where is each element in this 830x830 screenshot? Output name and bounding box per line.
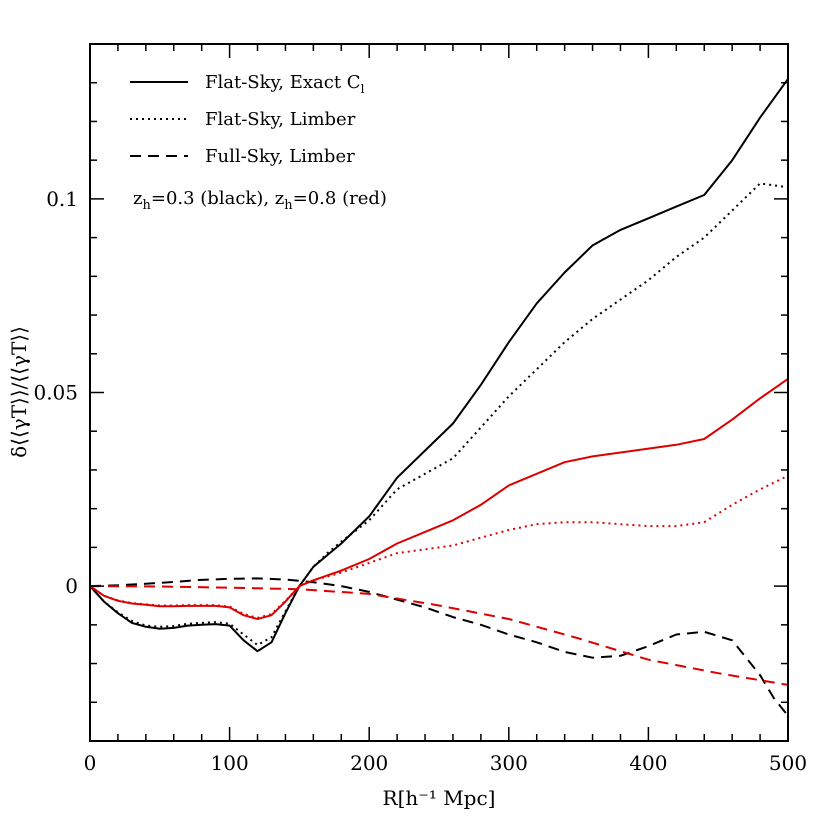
plot-frame	[89, 43, 789, 742]
x-tick-label: 0	[84, 751, 97, 775]
legend-note-text: z	[133, 188, 142, 209]
series-line-2-dotted	[89, 182, 789, 646]
y-axis-label: δ⟨⟨γT⟩⟩/⟨⟨γT⟩⟩	[7, 326, 31, 458]
y-tick-label: 0.05	[33, 381, 78, 405]
x-tick-label: 100	[211, 751, 249, 775]
legend-label-subscript: l	[361, 82, 365, 96]
x-tick-label: 200	[350, 751, 388, 775]
legend-note: zh=0.3 (black), zh=0.8 (red)	[133, 188, 387, 213]
legend-note-text: =0.3 (black), z	[151, 188, 284, 209]
y-tick-label: 0.1	[46, 187, 78, 211]
x-tick-label: 400	[629, 751, 667, 775]
legend-label-dotted: Flat-Sky, Limber	[205, 109, 356, 130]
series-line-5-dotted	[89, 474, 789, 619]
legend: Flat-Sky, Exact Cl Flat-Sky, Limber Full-S…	[130, 72, 387, 213]
ticks-layer: 0 100 200 300 400 500 0 0.05 0.1	[33, 43, 807, 775]
legend-label-dashed: Full-Sky, Limber	[205, 146, 355, 167]
legend-note-text: =0.8 (red)	[293, 188, 387, 209]
legend-note-subscript: h	[142, 198, 151, 213]
series-line-6-dashed	[89, 585, 789, 686]
series-line-3-dashed	[89, 577, 789, 717]
legend-label-solid: Flat-Sky, Exact Cl	[205, 72, 365, 96]
x-axis-label: R[h⁻¹ Mpc]	[383, 786, 496, 810]
series-line-4-solid	[89, 378, 789, 620]
series-layer	[89, 78, 789, 717]
series-line-1-solid	[89, 78, 789, 653]
x-tick-label: 500	[769, 751, 807, 775]
x-tick-label: 300	[490, 751, 528, 775]
legend-note-subscript: h	[284, 198, 293, 213]
y-tick-label: 0	[65, 574, 78, 598]
